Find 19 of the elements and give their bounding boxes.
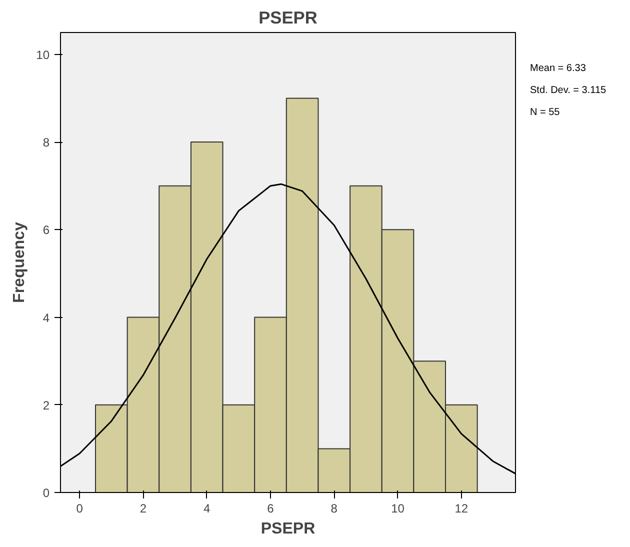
chart-title: PSEPR xyxy=(258,8,318,28)
y-tick-label: 0 xyxy=(42,486,50,500)
y-tick-label: 6 xyxy=(42,223,50,238)
text: Mean = 6.33 xyxy=(530,63,586,75)
y-tick-label: 8 xyxy=(42,136,50,150)
text: Std. Dev. = 3.115 xyxy=(530,85,606,97)
y-tick-label: 10 xyxy=(36,48,50,62)
x-tick-label: 10 xyxy=(391,502,405,516)
text: N = 55 xyxy=(530,107,560,119)
x-tick-label: 4 xyxy=(204,502,211,516)
y-tick-label: 4 xyxy=(42,310,50,325)
x-axis-title: PSEPR xyxy=(260,520,316,538)
x-tick-label: 0 xyxy=(76,502,84,516)
x-tick-label: 8 xyxy=(330,502,338,516)
x-tick-label: 2 xyxy=(140,502,147,516)
y-tick-label: 2 xyxy=(42,398,50,412)
x-tick-label: 12 xyxy=(454,502,468,516)
y-axis-title: Frequency xyxy=(11,222,28,303)
x-tick-label: 6 xyxy=(267,502,274,516)
